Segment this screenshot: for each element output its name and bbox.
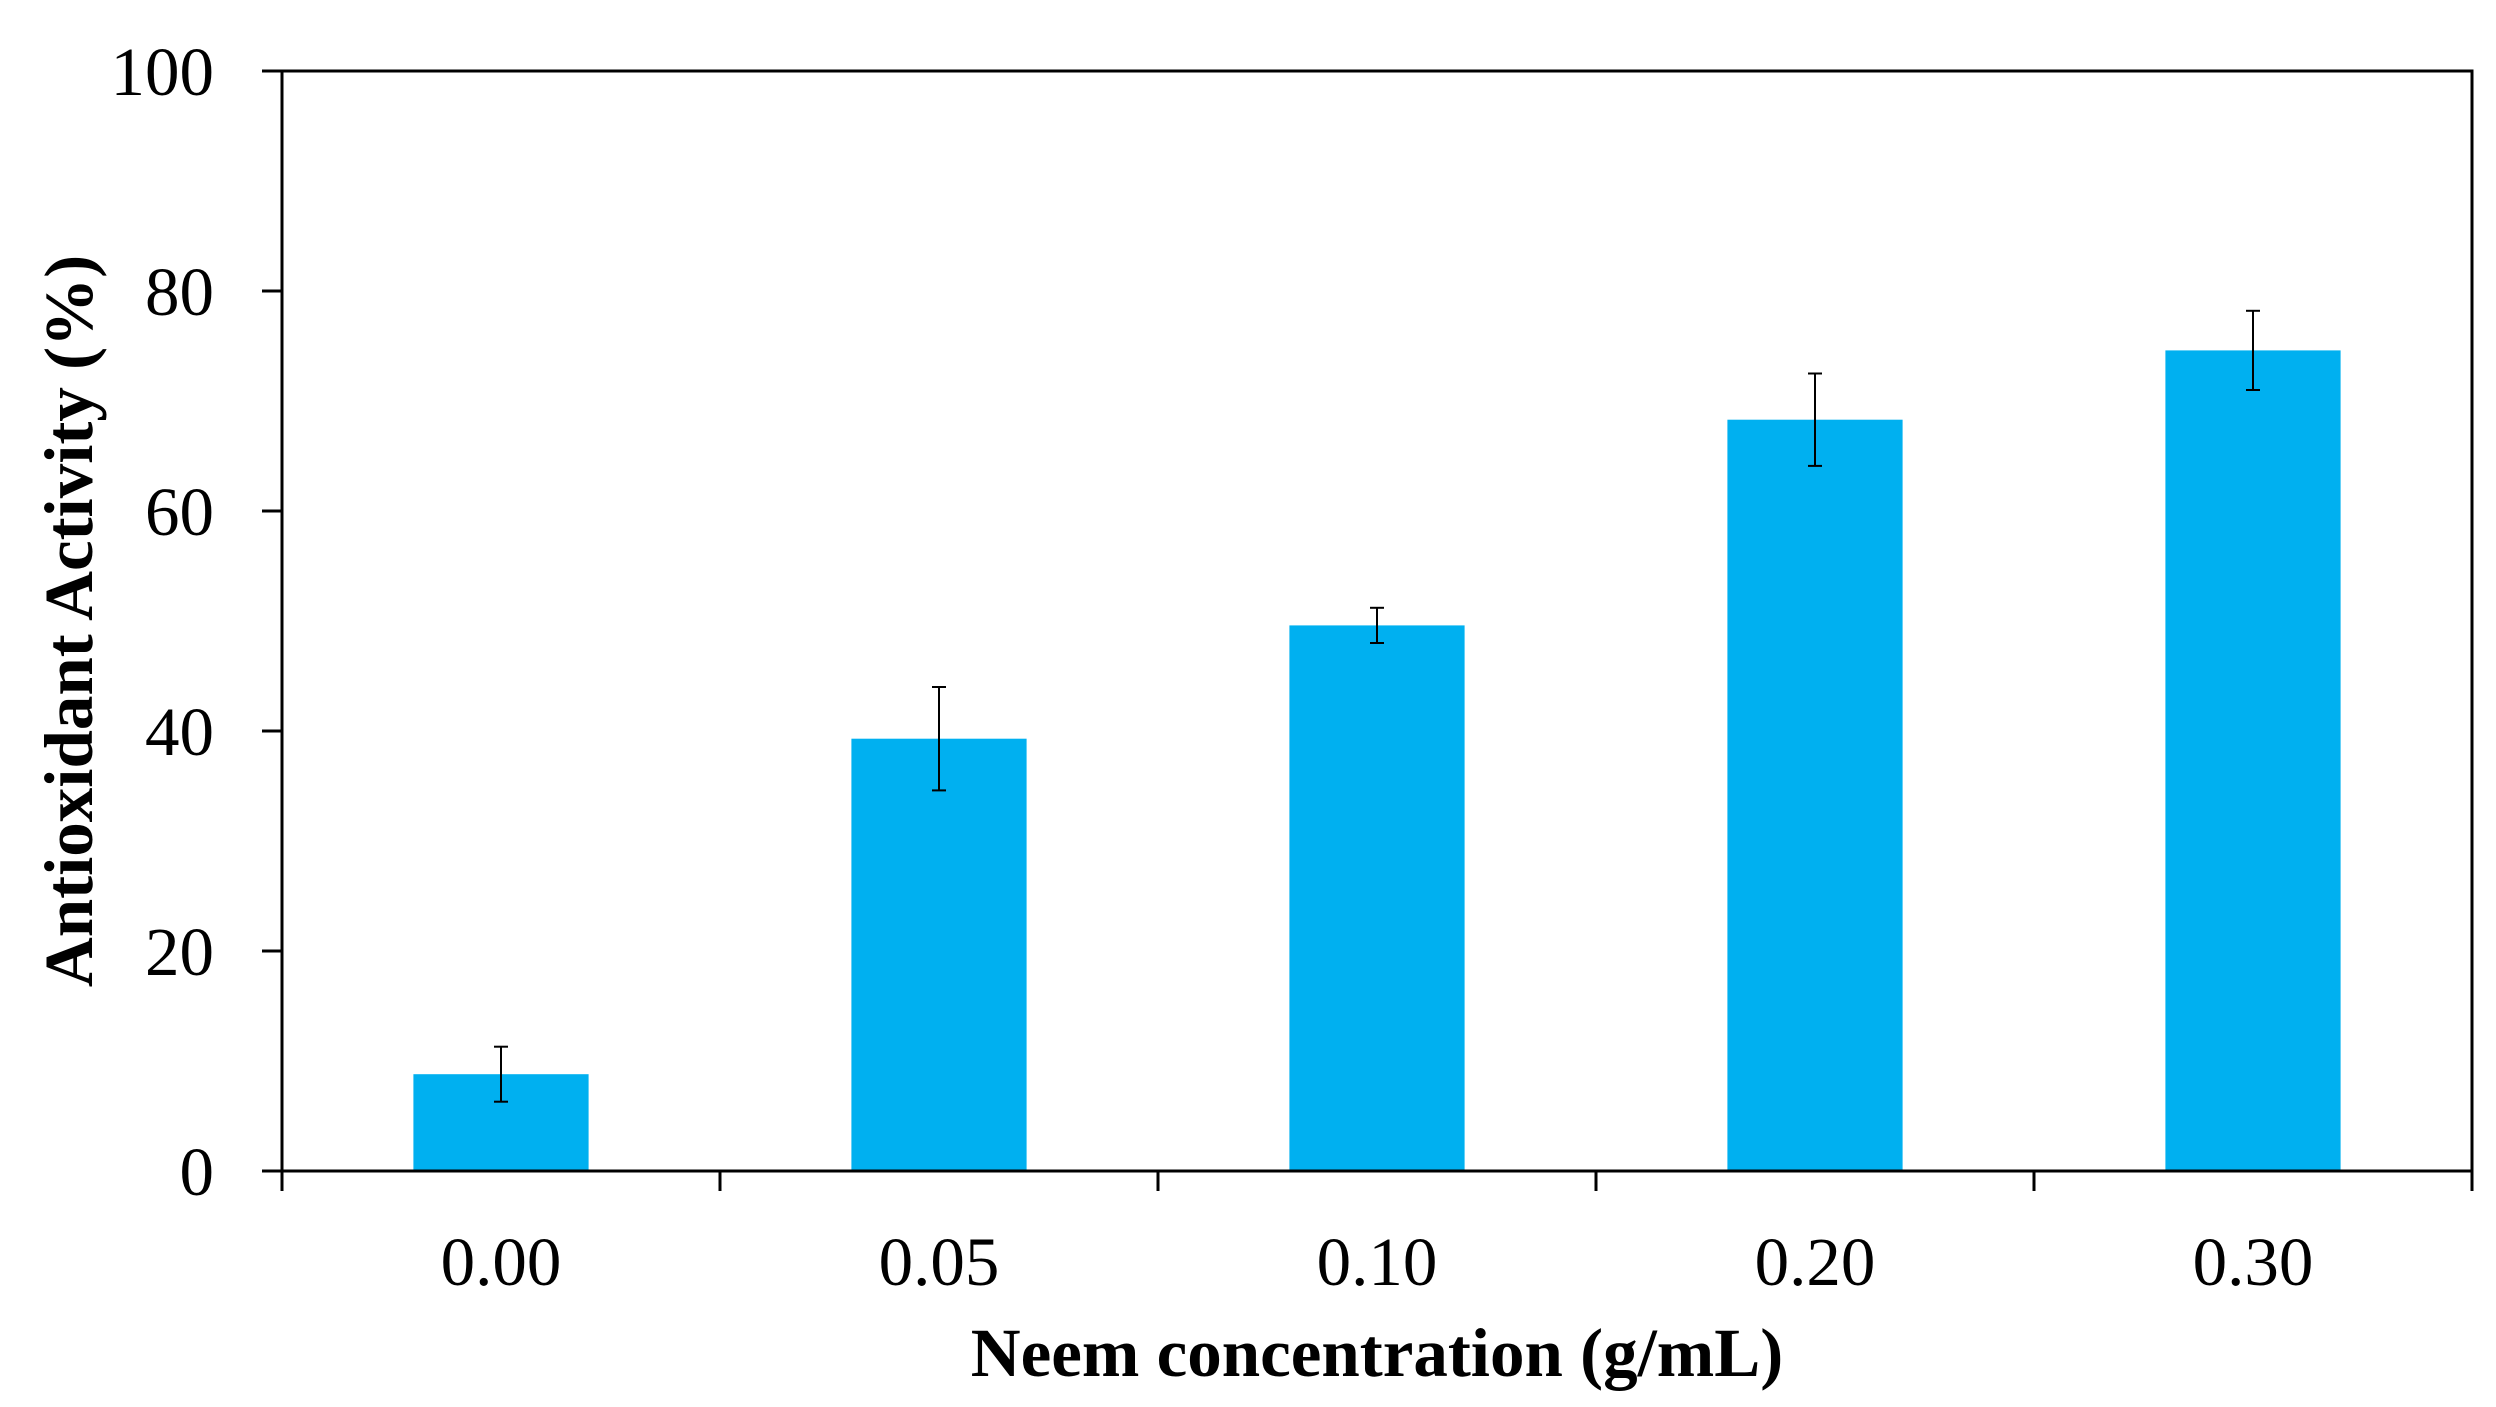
x-tick-label: 0.00 <box>441 1224 562 1300</box>
y-tick-label: 40 <box>145 694 214 770</box>
y-tick-label: 80 <box>145 254 214 330</box>
y-tick-label: 60 <box>145 474 214 550</box>
bar-chart: 0 20 40 60 80 100 0.00 0.05 0.10 0.20 0.30 Neem c… <box>0 0 2496 1407</box>
x-tick-label: 0.20 <box>1755 1224 1876 1300</box>
bar-0.05 <box>851 739 1026 1171</box>
y-tick-label: 0 <box>180 1134 215 1210</box>
x-tick-label: 0.10 <box>1317 1224 1438 1300</box>
y-axis-ticks: 0 20 40 60 80 100 <box>111 34 283 1210</box>
y-tick-label: 100 <box>111 34 215 110</box>
x-tick-label: 0.05 <box>879 1224 1000 1300</box>
x-axis-ticks: 0.00 0.05 0.10 0.20 0.30 <box>282 1171 2472 1300</box>
bar-0.10 <box>1289 625 1464 1171</box>
y-axis-title: Antioxidant Activity (%) <box>31 255 107 987</box>
bars-group <box>413 350 2340 1171</box>
x-axis-title: Neem concentration (g/mL) <box>971 1315 1783 1391</box>
bar-0.30 <box>2165 350 2340 1171</box>
x-tick-label: 0.30 <box>2193 1224 2314 1300</box>
y-tick-label: 20 <box>145 914 214 990</box>
bar-0.20 <box>1727 420 1902 1171</box>
